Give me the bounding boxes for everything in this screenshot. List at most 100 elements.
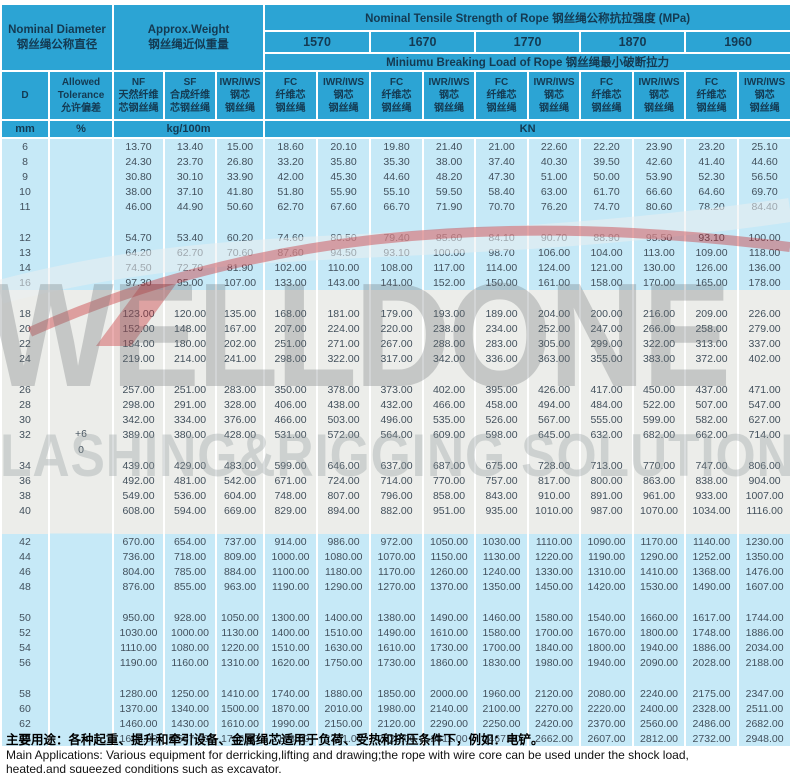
diameter-cell: 52 [0, 625, 50, 640]
breaking-load-zh: 钢丝绳最小破断拉力 [565, 57, 670, 69]
header-line: 钢芯 [544, 90, 565, 101]
breaking-load-cell: 1310.00 [214, 655, 266, 670]
spacer-cell [632, 670, 687, 686]
spacer-cell [263, 518, 319, 534]
breaking-load-cell: 458.00 [474, 397, 530, 412]
breaking-load-cell: 1190.00 [263, 579, 319, 594]
breaking-load-cell: 855.00 [163, 579, 217, 594]
breaking-load-cell: 216.00 [632, 306, 687, 321]
nf-line1: NF [131, 77, 146, 88]
breaking-load-cell: 95.50 [632, 230, 687, 245]
diameter-cell: 26 [0, 382, 50, 397]
spacer-cell [263, 290, 319, 306]
breaking-load-cell: 484.00 [579, 397, 635, 412]
breaking-load-cell: 1130.00 [214, 625, 266, 640]
breaking-load-cell: 1490.00 [684, 579, 740, 594]
breaking-load-cell: 209.00 [684, 306, 740, 321]
breaking-load-cell: 220.00 [369, 321, 425, 336]
breaking-load-en: Miniumu Breaking Load of Rope [386, 57, 563, 69]
breaking-load-cell: 1350.00 [737, 549, 790, 564]
breaking-load-cell: 180.00 [163, 336, 217, 351]
tensile-grade-row: 1570 1670 1770 1870 1960 [1, 30, 790, 54]
spacer-cell [474, 290, 530, 306]
spacer-cell [474, 518, 530, 534]
breaking-load-cell: 1110.00 [112, 640, 165, 655]
breaking-load-cell: 806.00 [737, 458, 790, 473]
col-fc-header: FC 纤维芯 钢丝绳 [474, 70, 530, 121]
breaking-load-cell: 64.60 [684, 184, 740, 199]
breaking-load-cell: 207.00 [263, 321, 319, 336]
breaking-load-cell: 59.50 [422, 184, 477, 199]
spacer-cell [579, 366, 635, 382]
breaking-load-cell: 271.00 [316, 336, 372, 351]
spacer-cell [214, 366, 266, 382]
breaking-load-cell: 402.00 [737, 351, 790, 366]
tolerance-value-line: 0 [78, 443, 84, 456]
breaking-load-cell: 935.00 [474, 503, 530, 518]
data-row-d48: 48 876.00 855.00 963.00 1190.00 1290.00 1270.0… [0, 579, 790, 594]
spacer-cell [422, 442, 477, 458]
breaking-load-cell: 44.60 [737, 154, 790, 169]
spacer-cell [422, 366, 477, 382]
breaking-load-cell: 1150.00 [422, 549, 477, 564]
breaking-load-cell: 1940.00 [632, 640, 687, 655]
diameter-cell: 62 [0, 716, 50, 731]
spacer-cell [737, 518, 790, 534]
breaking-load-cell: 170.00 [632, 275, 687, 290]
spacer-cell [632, 442, 687, 458]
header-line: 钢丝绳 [434, 103, 465, 114]
breaking-load-cell: 342.00 [422, 351, 477, 366]
breaking-load-cell: 1007.00 [737, 488, 790, 503]
breaking-load-cell: 1430.00 [163, 716, 217, 731]
breaking-load-cell: 555.00 [579, 412, 635, 427]
breaking-load-cell: 123.00 [112, 306, 165, 321]
breaking-load-cell: 718.00 [163, 549, 217, 564]
breaking-load-cell: 226.00 [737, 306, 790, 321]
col-nf-header: NF 天然纤维 芯钢丝绳 [112, 70, 165, 121]
breaking-load-cell: 426.00 [527, 382, 582, 397]
spacer-cell [163, 518, 217, 534]
breaking-load-cell: 1460.00 [474, 610, 530, 625]
breaking-load-cell: 594.00 [163, 503, 217, 518]
breaking-load-cell: 350.00 [263, 382, 319, 397]
breaking-load-cell: 2220.00 [579, 701, 635, 716]
breaking-load-cell: 1420.00 [579, 579, 635, 594]
nominal-diameter-header: Nominal Diameter 钢丝绳公称直径 [0, 3, 114, 72]
spacer-cell [316, 442, 372, 458]
breaking-load-cell: 876.00 [112, 579, 165, 594]
spacer-cell [684, 594, 740, 610]
breaking-load-cell: 796.00 [369, 488, 425, 503]
data-row-d22: 22 184.00 180.00 202.00 251.00 271.00 267.00 28… [0, 336, 790, 351]
header-line: IWR/IWS [428, 77, 470, 88]
breaking-load-cell: 1748.00 [684, 625, 740, 640]
breaking-load-cell: 39.50 [579, 154, 635, 169]
data-row-d10: 10 38.00 37.10 41.80 51.80 55.90 55.10 59.50 58.… [0, 184, 790, 199]
tensile-grade-header: 1670 [369, 30, 477, 54]
breaking-load-cell: 104.00 [579, 245, 635, 260]
breaking-load-cell: 165.00 [684, 275, 740, 290]
breaking-load-cell: 1170.00 [369, 564, 425, 579]
nominal-diameter-en: Nominal Diameter [8, 24, 106, 37]
breaking-load-cell: 627.00 [737, 412, 790, 427]
header-line: IWR/IWS [744, 77, 786, 88]
breaking-load-cell: 637.00 [369, 458, 425, 473]
breaking-load-cell: 22.60 [527, 138, 582, 154]
spacer-cell [263, 594, 319, 610]
breaking-load-cell: 94.50 [316, 245, 372, 260]
breaking-load-cell: 2732.00 [684, 731, 740, 746]
header-line: FC [494, 77, 509, 88]
breaking-load-cell: 496.00 [369, 412, 425, 427]
header-row-titles: Nominal Diameter 钢丝绳公称直径 Approx.Weight 钢… [0, 3, 790, 72]
breaking-load-cell: 2486.00 [684, 716, 740, 731]
breaking-load-cell: 858.00 [422, 488, 477, 503]
breaking-load-cell: 1490.00 [369, 625, 425, 640]
spacer-cell [737, 670, 790, 686]
breaking-load-cell: 724.00 [316, 473, 372, 488]
breaking-load-cell: 2140.00 [422, 701, 477, 716]
spacer-cell [163, 366, 217, 382]
iwrws-line1: IWR/IWS [219, 77, 261, 88]
breaking-load-cell: 728.00 [527, 458, 582, 473]
breaking-load-cell: 961.00 [632, 488, 687, 503]
col-tolerance-header: Allowed Tolerance 允许偏差 [48, 70, 114, 121]
breaking-load-cell: 267.00 [369, 336, 425, 351]
